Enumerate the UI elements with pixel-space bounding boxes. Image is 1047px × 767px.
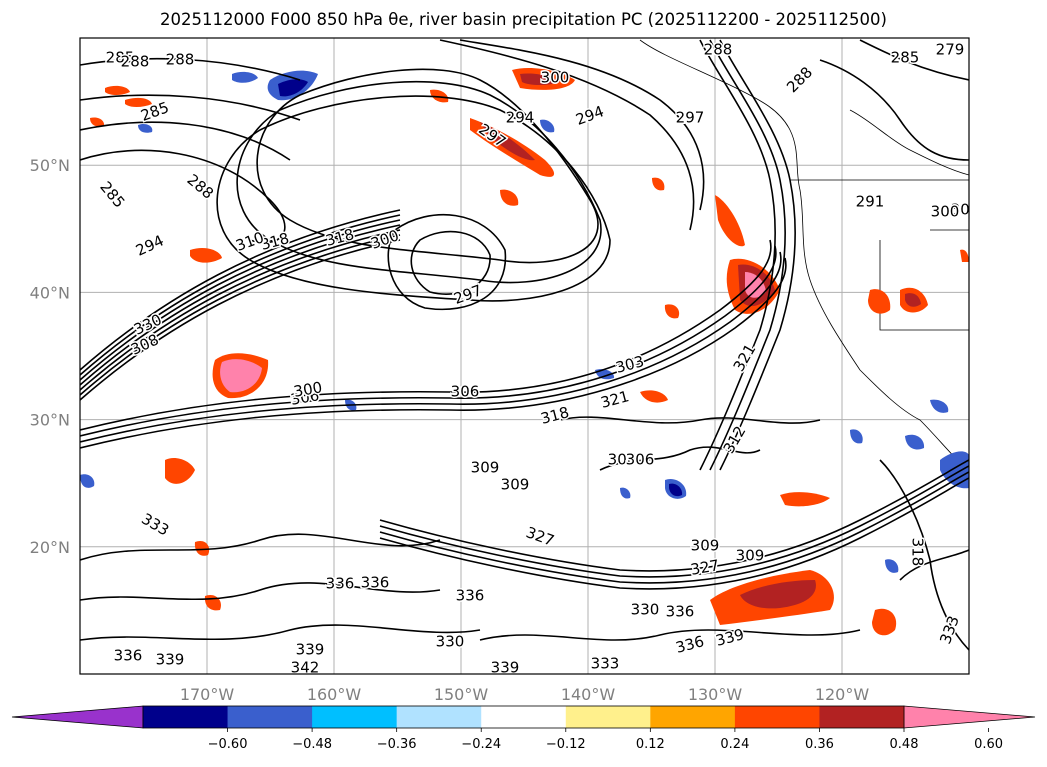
- colorbar-tick-label: 0.12: [636, 737, 665, 752]
- contour-label: 306: [451, 383, 480, 401]
- colorbar-tick-label: 0.36: [805, 737, 834, 752]
- colorbar-tick-label: −0.24: [461, 737, 501, 752]
- contour-label: 336: [666, 603, 695, 621]
- map-frame: [79, 37, 970, 675]
- colorbar-swatch: [312, 706, 398, 728]
- contour-label: 336: [361, 574, 390, 592]
- contour-label: 339: [491, 659, 520, 677]
- contour-label: 336: [114, 647, 143, 665]
- colorbar-swatch: [734, 706, 820, 728]
- contour-label: 330: [631, 601, 660, 619]
- contour-label: 300: [541, 69, 570, 87]
- coastlines: [639, 39, 969, 471]
- lat-tick-label: 40°N: [30, 283, 70, 302]
- contour-label: 318: [909, 538, 927, 567]
- colorbar-swatch: [565, 706, 651, 728]
- contour-label: 306: [289, 386, 320, 409]
- colorbar-tick-label: 0.48: [890, 737, 919, 752]
- lon-tick-label: 140°W: [561, 685, 616, 704]
- lat-tick-label: 50°N: [30, 156, 70, 175]
- contour-label: 294: [506, 109, 535, 127]
- theta-e-contours: [80, 39, 969, 651]
- colorbar-swatch: [396, 706, 482, 728]
- contour-label: 285: [891, 49, 920, 67]
- contour-label: 342: [291, 659, 320, 677]
- colorbar-tick-label: −0.36: [377, 737, 417, 752]
- colorbar-extend-low: [11, 705, 144, 729]
- contour-label: 309: [736, 547, 765, 565]
- colorbar-tick-label: −0.60: [208, 737, 248, 752]
- lon-tick-label: 150°W: [434, 685, 489, 704]
- colorbar-tick-label: 0.60: [974, 737, 1003, 752]
- contour-label: 318: [539, 403, 571, 428]
- lat-tick-label: 20°N: [30, 538, 70, 557]
- contour-label: 333: [591, 655, 620, 673]
- colorbar-swatch: [143, 706, 229, 728]
- contour-label: 336: [326, 575, 355, 593]
- contour-label: 279: [936, 41, 965, 59]
- contour-label: 330: [436, 633, 465, 651]
- contour-label: 336: [456, 587, 485, 605]
- colorbar: −0.60 −0.48 −0.36 −0.24 −0.12 0.12 0.24 0.36 0.4…: [11, 705, 1036, 752]
- contour-label: 288: [166, 51, 195, 69]
- lon-tick-label: 170°W: [180, 685, 235, 704]
- contour-label: 309: [471, 459, 500, 477]
- lat-tick-label: 30°N: [30, 411, 70, 430]
- colorbar-swatch: [227, 706, 313, 728]
- colorbar-swatch: [819, 706, 905, 728]
- contour-label: 288: [704, 41, 733, 59]
- contour-label: 339: [296, 641, 325, 659]
- precipitation-shading: [80, 68, 969, 636]
- contour-label: 288: [121, 53, 150, 71]
- contour-label: 300: [931, 203, 960, 221]
- contour-label: 297: [676, 109, 705, 127]
- contour-label: 306: [626, 451, 655, 469]
- colorbar-tick-label: −0.48: [292, 737, 332, 752]
- lon-tick-label: 160°W: [307, 685, 362, 704]
- figure-title: 2025112000 F000 850 hPa θe, river basin …: [160, 10, 887, 29]
- latitude-ticks: 20°N 30°N 40°N 50°N: [30, 156, 70, 557]
- contour-label: 291: [856, 193, 885, 211]
- colorbar-tick-label: 0.24: [720, 737, 749, 752]
- colorbar-swatch: [650, 706, 736, 728]
- contour-label: 309: [501, 476, 530, 494]
- contour-label: 306: [608, 451, 637, 469]
- colorbar-outline: [142, 705, 905, 729]
- contour-label: 285: [106, 49, 135, 67]
- contour-label: 309: [691, 537, 720, 555]
- contour-label: 339: [156, 651, 185, 669]
- lon-tick-label: 120°W: [815, 685, 870, 704]
- lon-tick-label: 130°W: [688, 685, 743, 704]
- colorbar-swatch: [481, 706, 567, 728]
- map-plot-area: [80, 38, 969, 674]
- longitude-ticks: 170°W 160°W 150°W 140°W 130°W 120°W: [180, 685, 870, 704]
- colorbar-extend-high: [903, 705, 1036, 729]
- colorbar-tick-label: −0.12: [546, 737, 586, 752]
- contour-label: 300: [951, 201, 980, 219]
